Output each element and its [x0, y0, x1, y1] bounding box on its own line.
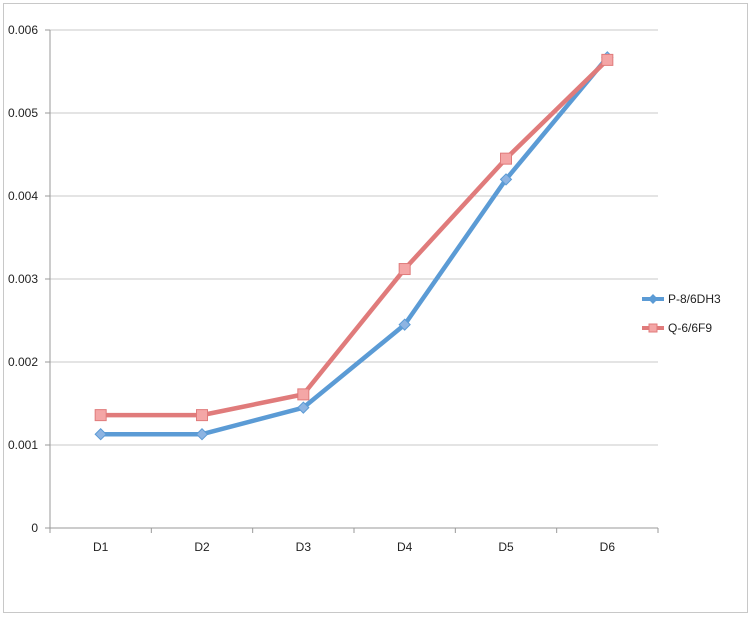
x-axis-tick-labels: D1 D2 D3 D4 D5 D6	[93, 540, 615, 554]
legend-label: P-8/6DH3	[668, 292, 721, 306]
series-line	[98, 55, 610, 437]
x-tick-label: D2	[194, 540, 210, 554]
data-point-square	[297, 388, 310, 401]
legend: P-8/6DH3 Q-6/6F9	[642, 292, 721, 335]
series-0	[94, 51, 614, 441]
data-point-square	[601, 53, 614, 66]
data-point-square	[94, 409, 107, 422]
y-tick-label: 0.005	[8, 106, 38, 120]
axes	[45, 29, 659, 533]
y-tick-label: 0.006	[8, 23, 38, 37]
legend-label: Q-6/6F9	[668, 321, 712, 335]
data-point-square	[398, 263, 411, 276]
x-tick-label: D5	[498, 540, 514, 554]
series-line	[98, 57, 610, 418]
x-tick-label: D6	[600, 540, 616, 554]
y-axis-tick-labels: 0 0.001 0.002 0.003 0.004 0.005 0.006	[8, 23, 38, 535]
x-tick-label: D4	[397, 540, 413, 554]
x-tick-label: D1	[93, 540, 109, 554]
data-point-diamond	[297, 401, 310, 414]
y-tick-label: 0.001	[8, 438, 38, 452]
data-point-diamond	[195, 428, 209, 441]
y-tick-label: 0.003	[8, 272, 38, 286]
y-tick-label: 0	[31, 521, 38, 535]
legend-entry-q-6-6f9: Q-6/6F9	[642, 321, 712, 335]
y-tick-label: 0.002	[8, 355, 38, 369]
legend-marker-square	[648, 323, 658, 333]
legend-entry-p-8-6dh3: P-8/6DH3	[642, 292, 721, 306]
series-layer	[94, 51, 614, 441]
data-point-diamond	[94, 428, 107, 441]
data-point-square	[500, 152, 512, 165]
data-point-diamond	[499, 173, 513, 186]
y-tick-label: 0.004	[8, 189, 38, 203]
series-1	[94, 53, 614, 422]
chart-frame	[3, 3, 748, 613]
data-point-diamond	[398, 318, 411, 331]
legend-marker-diamond	[648, 294, 658, 304]
x-tick-label: D3	[296, 540, 312, 554]
data-point-square	[196, 409, 208, 422]
